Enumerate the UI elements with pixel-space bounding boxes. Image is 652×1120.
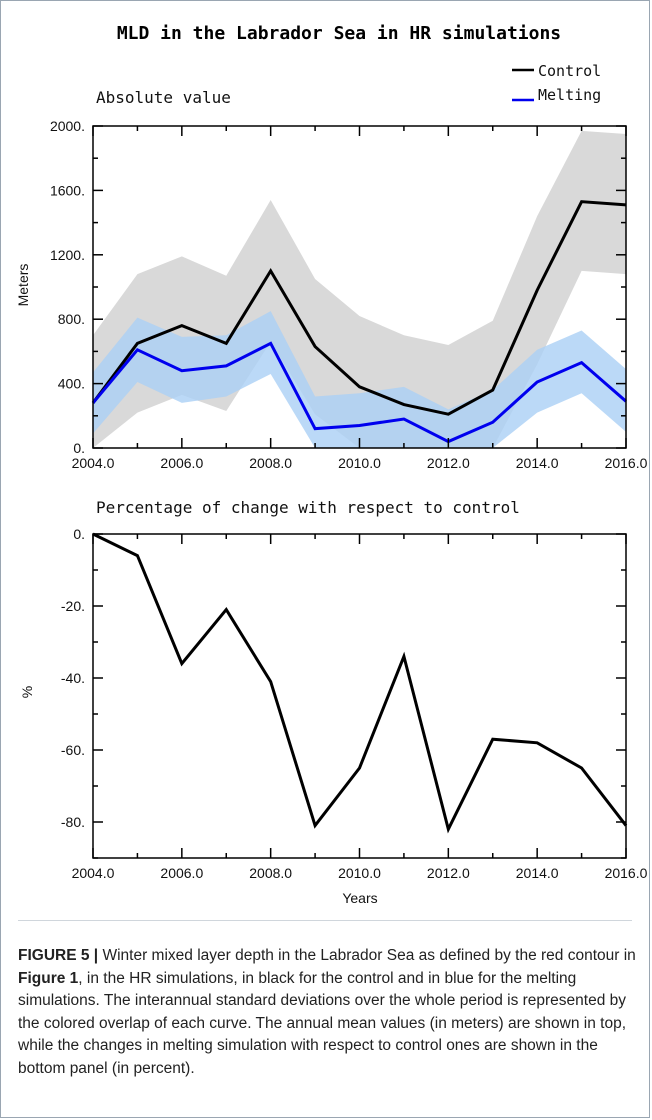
y-tick-label: 2000. (50, 118, 85, 134)
legend: Control Melting (512, 62, 601, 104)
std-band-melting (93, 311, 626, 448)
x-tick-label: 2004.0 (72, 455, 115, 471)
caption-figure-ref[interactable]: Figure 1 (18, 969, 79, 987)
x-tick-label: 2010.0 (338, 455, 381, 471)
bottom-panel: Percentage of change with respect to con… (19, 498, 648, 906)
top-panel-ylabel: Meters (15, 264, 31, 307)
series-line-melting (91, 341, 627, 444)
y-tick-label: -40. (61, 670, 85, 686)
y-tick-label: 0. (73, 526, 85, 542)
x-tick-label: 2006.0 (160, 455, 203, 471)
figure-svg: MLD in the Labrador Sea in HR simulation… (15, 23, 648, 906)
x-tick-label: 2016.0 (605, 865, 648, 881)
y-tick-label: 1600. (50, 182, 85, 198)
x-tick-label: 2012.0 (427, 455, 470, 471)
y-tick-label: -80. (61, 814, 85, 830)
bottom-panel-xlabel: Years (342, 890, 377, 906)
y-tick-label: 800. (58, 311, 85, 327)
figure-caption: FIGURE 5 | Winter mixed layer depth in t… (18, 945, 636, 1080)
legend-label-control: Control (538, 62, 601, 80)
caption-label: FIGURE 5 | (18, 947, 99, 964)
x-tick-label: 2012.0 (427, 865, 470, 881)
x-tick-label: 2008.0 (249, 865, 292, 881)
x-tick-label: 2004.0 (72, 865, 115, 881)
series-line-control (91, 200, 627, 416)
x-tick-label: 2008.0 (249, 455, 292, 471)
legend-label-melting: Melting (538, 86, 601, 104)
y-tick-label: 0. (73, 440, 85, 456)
x-tick-label: 2016.0 (605, 455, 648, 471)
top-panel: Absolute value Meters 2004.0 2006.0 2008.0… (15, 88, 648, 471)
bottom-panel-title: Percentage of change with respect to con… (96, 498, 520, 517)
top-panel-title: Absolute value (96, 88, 231, 107)
x-tick-label: 2010.0 (338, 865, 381, 881)
y-tick-label: -20. (61, 598, 85, 614)
y-tick-label: 1200. (50, 247, 85, 263)
bottom-panel-ylabel: % (19, 686, 35, 698)
caption-text-1: Winter mixed layer depth in the Labrador… (98, 947, 636, 964)
caption-divider (18, 920, 632, 921)
series-line-change (92, 532, 628, 834)
figure-title: MLD in the Labrador Sea in HR simulation… (117, 23, 561, 44)
plot-frame (92, 533, 627, 859)
x-tick-label: 2006.0 (160, 865, 203, 881)
y-tick-label: 400. (58, 376, 85, 392)
x-tick-label: 2014.0 (516, 865, 559, 881)
y-tick-label: -60. (61, 742, 85, 758)
caption-text-2: , in the HR simulations, in black for th… (18, 969, 627, 1077)
x-tick-label: 2014.0 (516, 455, 559, 471)
